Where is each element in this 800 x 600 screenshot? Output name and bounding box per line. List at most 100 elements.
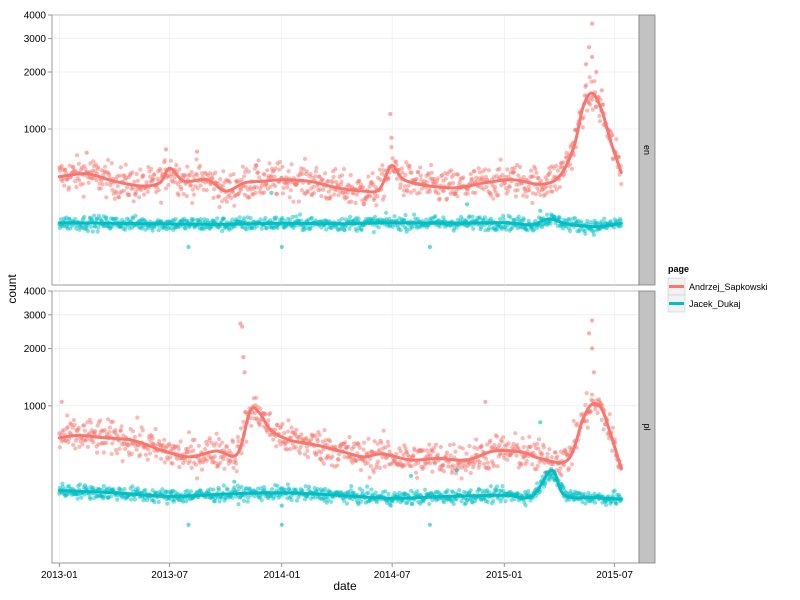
data-point [76,161,81,166]
data-point [344,195,350,200]
data-point [402,463,407,468]
data-point [305,448,310,453]
data-point [207,436,212,441]
data-point [152,172,157,177]
smooth-line [57,402,623,470]
data-point [501,217,506,222]
data-point [465,202,470,207]
data-point [383,210,389,215]
data-point [199,467,205,472]
data-point [336,457,341,462]
data-point [502,180,507,185]
data-point [289,497,294,503]
data-point [388,503,393,508]
data-point [561,463,567,468]
data-point [382,464,387,469]
data-point [347,435,352,440]
data-point [533,166,538,172]
data-point [403,446,408,451]
data-point [168,158,173,163]
data-point [63,167,68,172]
data-point [558,466,563,471]
data-point [567,497,572,502]
data-point [393,159,398,164]
data-point [268,184,273,189]
data-point [426,172,431,177]
data-point [243,184,248,189]
data-point [264,181,269,187]
data-point [433,460,438,465]
data-point [592,79,597,84]
data-point [110,419,116,424]
data-point [535,463,540,468]
data-point [554,163,559,168]
data-point [485,499,490,504]
data-point [294,427,299,432]
data-point [451,180,456,186]
data-point [246,169,251,174]
data-point [590,21,595,26]
data-point [240,164,245,169]
data-point [547,170,553,175]
data-point [259,183,264,188]
data-point [614,137,619,142]
data-point [218,177,223,182]
data-point [360,488,365,493]
data-point [525,228,530,233]
data-point [607,412,612,417]
data-point [515,188,520,193]
data-point [377,465,382,470]
data-point [496,496,501,501]
data-point [294,498,300,503]
data-point [438,444,443,450]
data-point [296,199,301,204]
data-point [427,522,432,527]
data-point [484,184,489,189]
data-point [399,166,404,171]
data-point [100,182,105,187]
data-point [346,444,351,449]
data-point [416,170,421,175]
data-point [330,180,335,185]
data-point [374,500,379,505]
data-point [536,176,541,181]
data-point [275,225,280,230]
data-point [366,436,371,441]
data-point [569,462,575,467]
data-point [304,169,309,174]
data-point [417,190,422,195]
data-point [287,195,292,200]
data-point [392,214,397,219]
data-point [62,183,67,188]
data-point [319,458,325,463]
data-point [340,216,345,221]
data-point [538,208,543,213]
data-point [118,165,123,170]
data-point [302,156,308,161]
data-point [298,451,303,456]
data-point [315,487,320,492]
data-point [279,522,284,527]
data-point [236,502,241,507]
data-point [418,165,423,170]
data-point [451,442,456,447]
data-point [121,188,126,193]
data-point [153,426,158,432]
data-point [445,488,450,493]
data-point [455,172,461,177]
data-point [497,166,502,172]
data-point [188,183,194,188]
data-point [294,214,299,219]
data-point [416,460,421,465]
data-point [235,435,240,440]
data-point [109,494,114,499]
data-point [444,450,450,455]
data-point [357,178,362,183]
data-point [65,413,70,418]
data-point [190,200,195,206]
data-point [94,178,99,183]
data-point [138,452,143,457]
data-point [323,171,328,176]
data-point [304,444,309,449]
data-point [474,175,479,180]
